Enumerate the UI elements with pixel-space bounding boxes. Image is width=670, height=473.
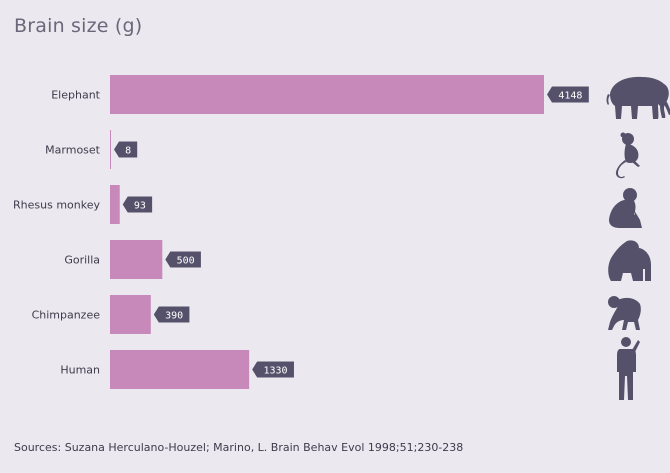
chimpanzee-icon	[608, 296, 641, 330]
category-label: Gorilla	[64, 254, 100, 267]
category-label: Elephant	[51, 89, 100, 102]
value-tag	[153, 306, 190, 323]
chart-title: Brain size (g)	[14, 15, 143, 37]
value-tag	[165, 251, 201, 268]
value-label: 1330	[264, 366, 288, 377]
human-icon	[617, 337, 640, 400]
bar-chimpanzee	[110, 295, 151, 334]
category-label: Chimpanzee	[32, 309, 101, 322]
gorilla-icon	[608, 240, 651, 281]
bar-human	[110, 350, 250, 389]
value-label: 500	[177, 256, 195, 267]
value-tag	[122, 196, 153, 213]
marmoset-icon	[615, 132, 640, 179]
elephant-icon	[606, 76, 670, 119]
category-label: Human	[60, 364, 100, 377]
value-tag	[114, 141, 138, 158]
bar-marmoset	[110, 130, 111, 169]
bar-elephant	[110, 75, 544, 114]
source-note: Sources: Suzana Herculano-Houzel; Marino…	[14, 441, 464, 454]
bars-group: Elephant 4148 Marmoset 8 Rhesus monkey 93 Gori…	[13, 75, 589, 389]
icons-group	[606, 76, 670, 400]
rhesus-monkey-icon	[609, 188, 642, 228]
value-tag	[547, 86, 589, 103]
value-tag	[252, 361, 294, 378]
value-label: 390	[165, 311, 183, 322]
value-label: 93	[134, 201, 146, 212]
bar-gorilla	[110, 240, 163, 279]
bar-rhesus-monkey	[110, 185, 120, 224]
category-label: Marmoset	[45, 144, 101, 157]
value-label: 4148	[558, 91, 582, 102]
value-label: 8	[125, 146, 131, 157]
category-label: Rhesus monkey	[13, 199, 100, 212]
